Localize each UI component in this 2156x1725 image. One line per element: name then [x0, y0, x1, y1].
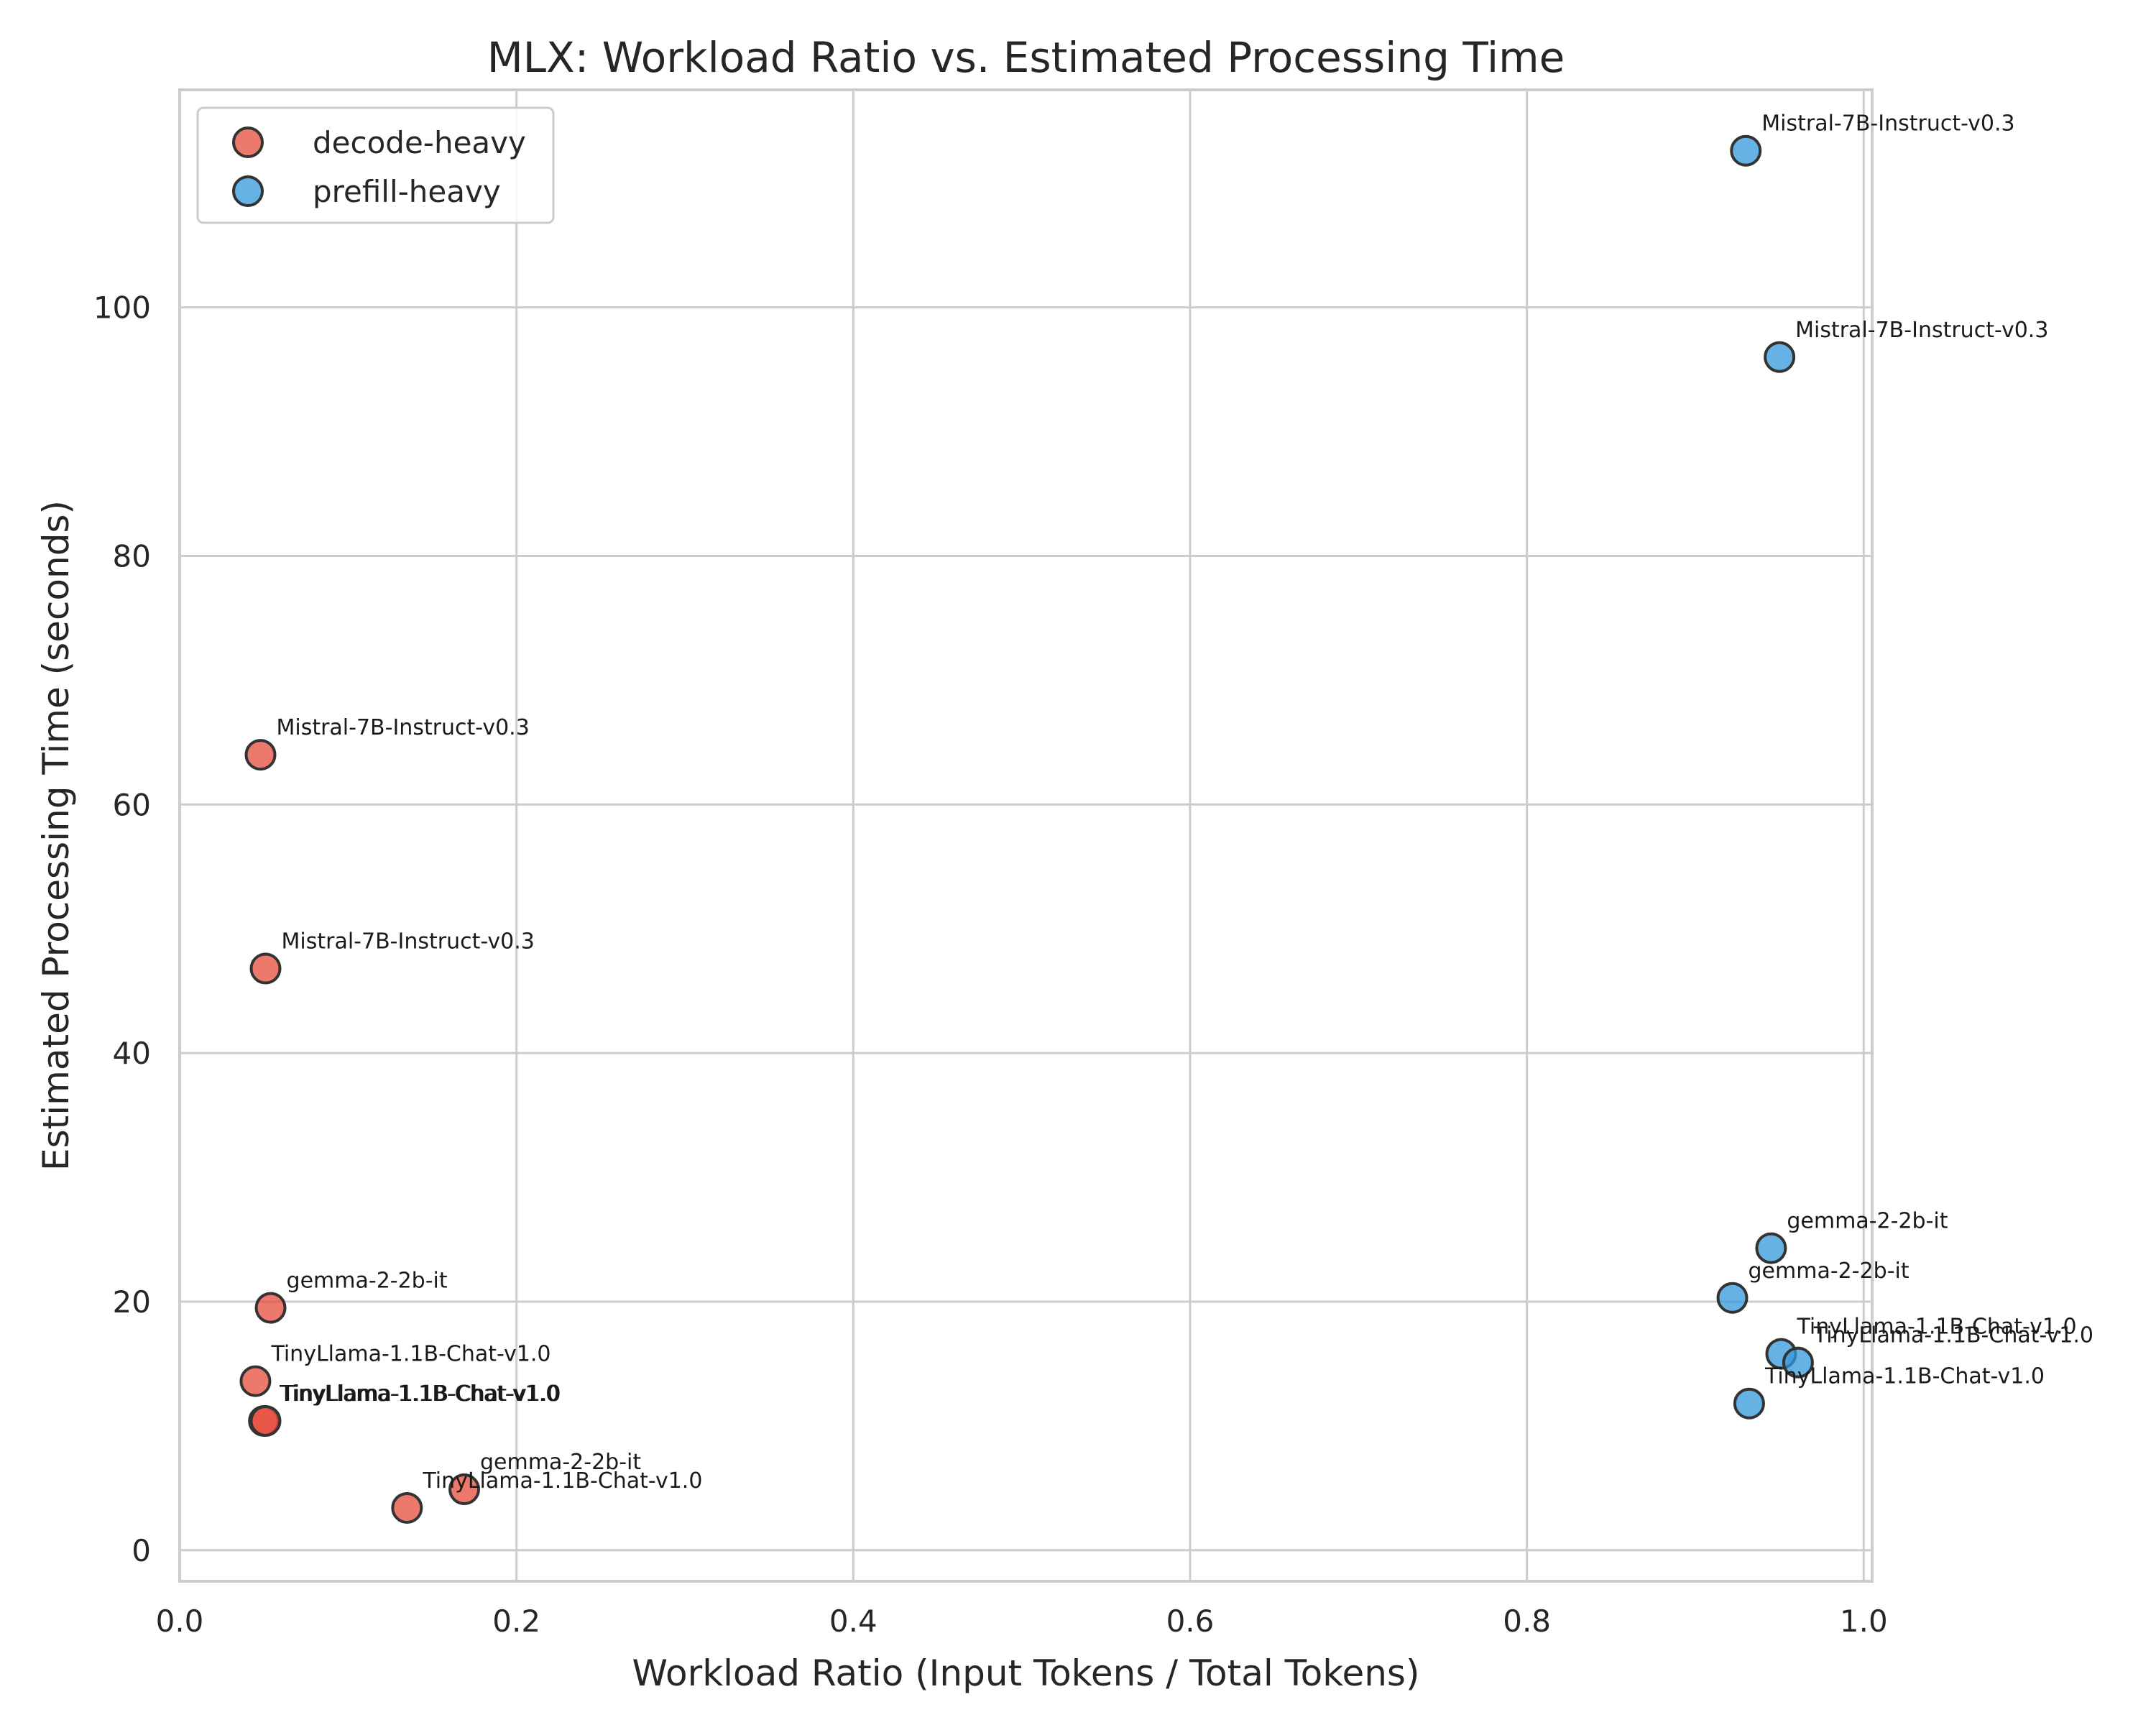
- point-label: Mistral-7B-Instruct-v0.3: [1761, 111, 2014, 137]
- data-points: [239, 134, 1814, 1524]
- y-tick-label: 80: [113, 538, 151, 574]
- data-point-decode-heavy: [249, 1404, 282, 1437]
- point-label: TinyLlama-1.1B-Chat-v1.0: [422, 1468, 702, 1494]
- point-label: gemma-2-2b-it: [1749, 1259, 1909, 1284]
- data-point-decode-heavy: [448, 1473, 481, 1506]
- data-point-prefill-heavy: [1782, 1346, 1814, 1379]
- plot-area-frame: [178, 88, 1874, 1583]
- chart-title: MLX: Workload Ratio vs. Estimated Proces…: [487, 33, 1565, 82]
- point-label: TinyLlama-1.1B-Chat-v1.0: [270, 1342, 550, 1367]
- point-label: gemma-2-2b-it: [480, 1450, 641, 1475]
- legend-label-prefill-heavy: prefill-heavy: [313, 174, 501, 209]
- y-axis-label: Estimated Processing Time (seconds): [35, 500, 77, 1171]
- axis-ticks: 0.0 0.2 0.4 0.6 0.8 1.0 0 20 40 60 80 100: [93, 290, 1888, 1639]
- point-label: TinyLlama-1.1B-Chat-v1.0: [1813, 1323, 2093, 1348]
- y-tick-label: 0: [132, 1533, 151, 1568]
- point-label: TinyLlama-1.1B-Chat-v1.0: [1796, 1315, 2076, 1340]
- data-point-prefill-heavy: [1755, 1232, 1787, 1264]
- x-tick-label: 0.0: [156, 1604, 204, 1639]
- x-axis-label: Workload Ratio (Input Tokens / Total Tok…: [632, 1652, 1420, 1694]
- point-label: gemma-2-2b-it: [1787, 1209, 1948, 1234]
- data-point-decode-heavy: [254, 1292, 287, 1324]
- y-tick-label: 40: [113, 1036, 151, 1071]
- x-tick-label: 0.2: [492, 1604, 540, 1639]
- legend-marker-decode-heavy: [232, 126, 264, 158]
- point-label: gemma-2-2b-it: [287, 1269, 448, 1294]
- y-tick-label: 100: [93, 290, 151, 326]
- point-label: Mistral-7B-Instruct-v0.3: [1795, 318, 2048, 343]
- point-label: TinyLlama-1.1B-Chat-v1.0: [279, 1381, 559, 1407]
- y-tick-label: 20: [113, 1284, 151, 1320]
- point-label: Mistral-7B-Instruct-v0.3: [282, 929, 535, 954]
- y-tick-label: 60: [113, 787, 151, 822]
- data-point-prefill-heavy: [1764, 341, 1796, 373]
- point-label: Mistral-7B-Instruct-v0.3: [276, 715, 529, 740]
- point-labels: Mistral-7B-Instruct-v0.3 Mistral-7B-Instr…: [270, 111, 2093, 1494]
- data-point-decode-heavy: [244, 739, 277, 771]
- data-point-prefill-heavy: [1716, 1282, 1749, 1314]
- x-tick-label: 0.6: [1166, 1604, 1215, 1639]
- legend-box: [196, 106, 555, 224]
- point-label: TinyLlama-1.1B-Chat-v1.0: [1764, 1364, 2045, 1389]
- legend-label-decode-heavy: decode-heavy: [313, 125, 526, 160]
- data-point-prefill-heavy: [1730, 134, 1762, 167]
- data-point-prefill-heavy: [1733, 1387, 1765, 1420]
- x-tick-label: 0.4: [829, 1604, 877, 1639]
- point-label: TinyLlama-1.1B-Chat-v1.0: [281, 1381, 561, 1407]
- x-tick-label: 1.0: [1840, 1604, 1888, 1639]
- legend: decode-heavy prefill-heavy: [196, 106, 555, 224]
- x-tick-label: 0.8: [1503, 1604, 1551, 1639]
- legend-marker-prefill-heavy: [232, 175, 264, 207]
- grid: [178, 90, 1872, 1581]
- data-point-decode-heavy: [391, 1491, 423, 1524]
- data-point-decode-heavy: [249, 952, 282, 985]
- data-point-decode-heavy: [239, 1365, 272, 1397]
